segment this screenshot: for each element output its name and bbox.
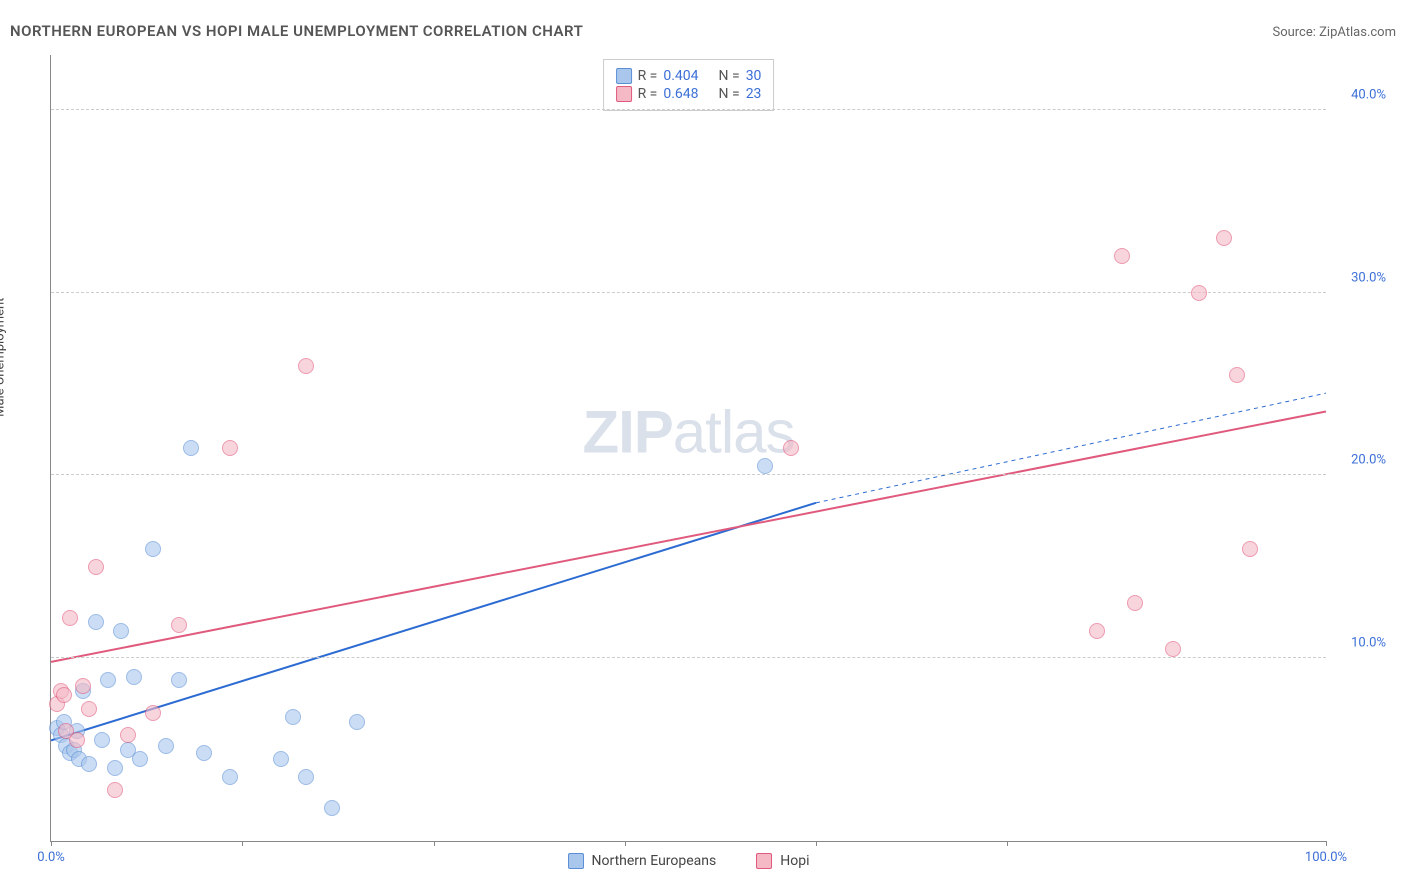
data-point xyxy=(171,672,187,688)
data-point xyxy=(298,769,314,785)
gridline-h xyxy=(51,292,1326,293)
data-point xyxy=(349,714,365,730)
legend-label: Northern Europeans xyxy=(592,853,717,869)
x-tick xyxy=(242,841,243,846)
data-point xyxy=(158,738,174,754)
data-point xyxy=(171,617,187,633)
data-point xyxy=(88,614,104,630)
data-point xyxy=(1127,595,1143,611)
data-point xyxy=(1242,541,1258,557)
stats-legend-box: R = 0.404N = 30 R = 0.648N = 23 xyxy=(603,59,775,111)
data-point xyxy=(132,751,148,767)
stats-row: R = 0.648N = 23 xyxy=(616,86,762,102)
y-tick-label: 20.0% xyxy=(1351,453,1386,468)
x-tick xyxy=(51,841,52,846)
stats-row: R = 0.404N = 30 xyxy=(616,68,762,84)
x-tick xyxy=(1007,841,1008,846)
data-point xyxy=(222,769,238,785)
legend-item: Hopi xyxy=(756,853,809,869)
chart-header: NORTHERN EUROPEAN VS HOPI MALE UNEMPLOYM… xyxy=(10,22,1396,40)
data-point xyxy=(75,678,91,694)
y-tick-label: 30.0% xyxy=(1351,270,1386,285)
data-point xyxy=(107,782,123,798)
data-point xyxy=(69,732,85,748)
data-point xyxy=(145,541,161,557)
x-tick-label: 100.0% xyxy=(1305,850,1347,865)
data-point xyxy=(94,732,110,748)
data-point xyxy=(324,800,340,816)
watermark: ZIPatlas xyxy=(582,398,794,467)
data-point xyxy=(783,440,799,456)
n-value: 30 xyxy=(746,68,762,84)
data-point xyxy=(1229,367,1245,383)
x-tick-label: 0.0% xyxy=(37,850,65,865)
data-point xyxy=(100,672,116,688)
series-legend: Northern Europeans Hopi xyxy=(568,853,810,869)
scatter-plot: ZIPatlas R = 0.404N = 30R = 0.648N = 23 … xyxy=(50,55,1326,842)
data-point xyxy=(56,687,72,703)
gridline-h xyxy=(51,657,1326,658)
x-tick xyxy=(1326,841,1327,846)
y-axis-label: Male Unemployment xyxy=(0,297,8,416)
series-swatch xyxy=(616,68,632,84)
series-swatch xyxy=(616,86,632,102)
x-tick xyxy=(625,841,626,846)
data-point xyxy=(222,440,238,456)
data-point xyxy=(298,358,314,374)
data-point xyxy=(1114,248,1130,264)
data-point xyxy=(273,751,289,767)
gridline-h xyxy=(51,109,1326,110)
data-point xyxy=(1191,285,1207,301)
data-point xyxy=(757,458,773,474)
r-value: 0.648 xyxy=(663,86,698,102)
data-point xyxy=(1165,641,1181,657)
legend-item: Northern Europeans xyxy=(568,853,717,869)
data-point xyxy=(62,610,78,626)
x-tick xyxy=(816,841,817,846)
r-value: 0.404 xyxy=(663,68,698,84)
chart-area: Male Unemployment ZIPatlas R = 0.404N = … xyxy=(10,55,1396,882)
n-value: 23 xyxy=(746,86,762,102)
trend-lines xyxy=(51,55,1326,841)
x-tick xyxy=(434,841,435,846)
source-link[interactable]: ZipAtlas.com xyxy=(1319,25,1396,40)
data-point xyxy=(126,669,142,685)
y-tick-label: 10.0% xyxy=(1351,636,1386,651)
source-citation: Source: ZipAtlas.com xyxy=(1272,25,1396,40)
gridline-h xyxy=(51,474,1326,475)
data-point xyxy=(88,559,104,575)
chart-title: NORTHERN EUROPEAN VS HOPI MALE UNEMPLOYM… xyxy=(10,22,583,40)
data-point xyxy=(196,745,212,761)
legend-label: Hopi xyxy=(780,853,809,869)
data-point xyxy=(145,705,161,721)
data-point xyxy=(107,760,123,776)
data-point xyxy=(120,727,136,743)
y-tick-label: 40.0% xyxy=(1351,87,1386,102)
legend-swatch xyxy=(568,853,584,869)
legend-swatch xyxy=(756,853,772,869)
data-point xyxy=(113,623,129,639)
data-point xyxy=(1089,623,1105,639)
data-point xyxy=(81,756,97,772)
data-point xyxy=(1216,230,1232,246)
data-point xyxy=(285,709,301,725)
data-point xyxy=(81,701,97,717)
data-point xyxy=(183,440,199,456)
